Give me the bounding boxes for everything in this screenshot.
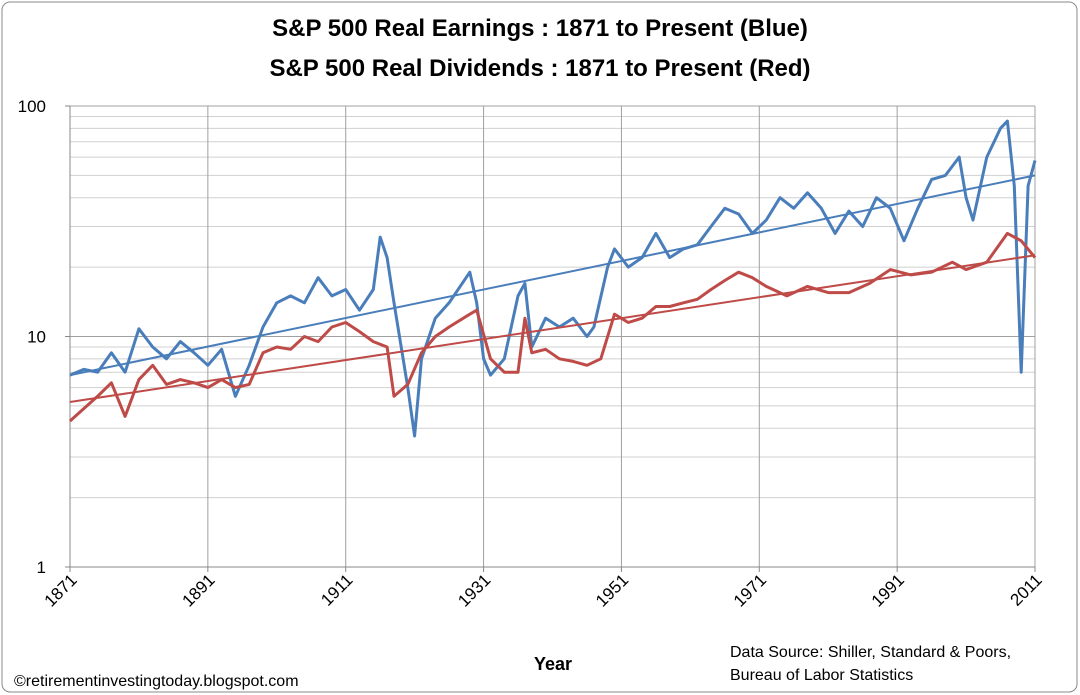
chart-title: S&P 500 Real Dividends : 1871 to Present… — [269, 55, 810, 82]
source-note: Bureau of Labor Statistics — [730, 667, 913, 684]
series-line — [68, 231, 1037, 423]
y-tick-label: 1 — [37, 558, 46, 577]
source-note: Data Source: Shiller, Standard & Poors, — [730, 644, 1011, 661]
x-axis-label: Year — [534, 654, 572, 674]
series-line — [69, 254, 1036, 403]
series-line — [69, 119, 1037, 438]
y-tick-label: 10 — [27, 328, 46, 347]
credit: ©retirementinvestingtoday.blogspot.com — [14, 673, 299, 690]
series-line — [69, 174, 1036, 377]
chart-title: S&P 500 Real Earnings : 1871 to Present … — [272, 15, 808, 42]
y-tick-label: 100 — [18, 97, 46, 116]
